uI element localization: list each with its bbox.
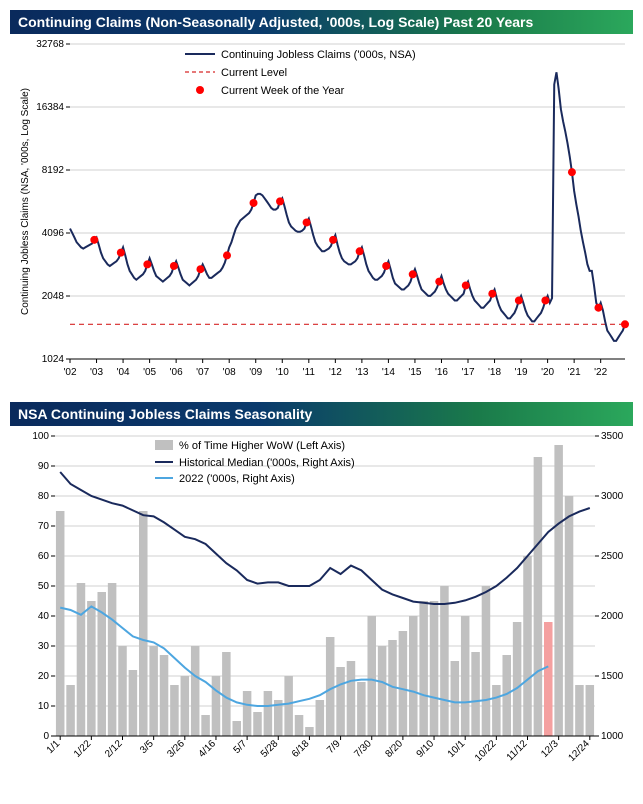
svg-text:10: 10: [38, 701, 50, 712]
svg-text:1/22: 1/22: [72, 738, 94, 760]
svg-text:'11: '11: [303, 367, 316, 378]
svg-text:2500: 2500: [601, 551, 624, 562]
svg-text:'22: '22: [594, 367, 607, 378]
svg-text:8/20: 8/20: [383, 738, 405, 760]
svg-text:5/28: 5/28: [259, 738, 281, 760]
chart1-svg: 1024 2048 4096 8192 16384 32768 '02 '03 '04 '05 '0…: [10, 34, 633, 394]
svg-text:Current Level: Current Level: [221, 67, 287, 79]
svg-text:'16: '16: [435, 367, 448, 378]
svg-text:3/26: 3/26: [165, 738, 187, 760]
svg-text:1000: 1000: [601, 731, 624, 742]
chart2-svg: 0 10 20 30 40 50 60 70 80 90 100 1000 1500 2000 2500 30…: [10, 426, 633, 786]
svg-text:4/16: 4/16: [197, 738, 219, 760]
svg-text:10/22: 10/22: [473, 738, 499, 764]
svg-text:80: 80: [38, 491, 50, 502]
svg-text:6/18: 6/18: [290, 738, 312, 760]
svg-text:'05: '05: [143, 367, 156, 378]
svg-text:70: 70: [38, 521, 50, 532]
svg-text:'06: '06: [170, 367, 183, 378]
svg-text:'15: '15: [408, 367, 421, 378]
svg-text:'08: '08: [223, 367, 236, 378]
svg-text:'17: '17: [461, 367, 474, 378]
svg-text:2000: 2000: [601, 611, 624, 622]
svg-text:'02: '02: [63, 367, 76, 378]
svg-text:'18: '18: [488, 367, 501, 378]
svg-text:'09: '09: [249, 367, 262, 378]
svg-text:'12: '12: [329, 367, 342, 378]
svg-text:7/9: 7/9: [325, 738, 343, 756]
svg-text:12/24: 12/24: [566, 738, 592, 764]
svg-text:2048: 2048: [42, 291, 65, 302]
svg-text:40: 40: [38, 611, 50, 622]
svg-text:60: 60: [38, 551, 50, 562]
svg-text:9/10: 9/10: [415, 738, 437, 760]
svg-text:5/7: 5/7: [232, 738, 250, 756]
svg-text:'13: '13: [355, 367, 368, 378]
svg-text:'20: '20: [541, 367, 554, 378]
svg-text:7/30: 7/30: [352, 738, 374, 760]
svg-text:2/12: 2/12: [103, 738, 125, 760]
svg-text:50: 50: [38, 581, 50, 592]
svg-text:'03: '03: [90, 367, 103, 378]
svg-text:100: 100: [32, 431, 49, 442]
svg-text:3/5: 3/5: [138, 738, 156, 756]
chart1-container: Continuing Claims (Non-Seasonally Adjust…: [10, 10, 633, 394]
svg-text:Continuing Jobless Claims (NSA: Continuing Jobless Claims (NSA, '000s, L…: [20, 88, 31, 315]
svg-text:3000: 3000: [601, 491, 624, 502]
svg-text:Current Week of the Year: Current Week of the Year: [221, 85, 345, 97]
svg-text:32768: 32768: [36, 39, 64, 50]
svg-text:20: 20: [38, 671, 50, 682]
svg-text:'10: '10: [276, 367, 289, 378]
svg-text:12/3: 12/3: [539, 738, 561, 760]
svg-text:3500: 3500: [601, 431, 624, 442]
svg-text:2022 ('000s, Right Axis): 2022 ('000s, Right Axis): [179, 473, 295, 485]
svg-text:% of Time Higher WoW (Left Axi: % of Time Higher WoW (Left Axis): [179, 440, 345, 452]
svg-text:Historical Median ('000s, Righ: Historical Median ('000s, Right Axis): [179, 457, 355, 469]
chart2-title: NSA Continuing Jobless Claims Seasonalit…: [10, 402, 633, 426]
svg-text:1500: 1500: [601, 671, 624, 682]
chart1-title: Continuing Claims (Non-Seasonally Adjust…: [10, 10, 633, 34]
svg-text:'14: '14: [382, 367, 395, 378]
svg-text:8192: 8192: [42, 165, 65, 176]
svg-text:30: 30: [38, 641, 50, 652]
svg-text:16384: 16384: [36, 102, 64, 113]
svg-text:4096: 4096: [42, 228, 65, 239]
svg-text:'19: '19: [515, 367, 528, 378]
svg-text:11/12: 11/12: [505, 738, 530, 763]
svg-text:'04: '04: [117, 367, 130, 378]
svg-text:'21: '21: [568, 367, 581, 378]
svg-text:90: 90: [38, 461, 50, 472]
svg-text:Continuing Jobless Claims ('00: Continuing Jobless Claims ('000s, NSA): [221, 49, 416, 61]
chart2-container: NSA Continuing Jobless Claims Seasonalit…: [10, 402, 633, 786]
svg-text:0: 0: [43, 731, 49, 742]
svg-text:'07: '07: [196, 367, 209, 378]
svg-text:1024: 1024: [42, 354, 65, 365]
svg-text:10/1: 10/1: [446, 738, 468, 760]
